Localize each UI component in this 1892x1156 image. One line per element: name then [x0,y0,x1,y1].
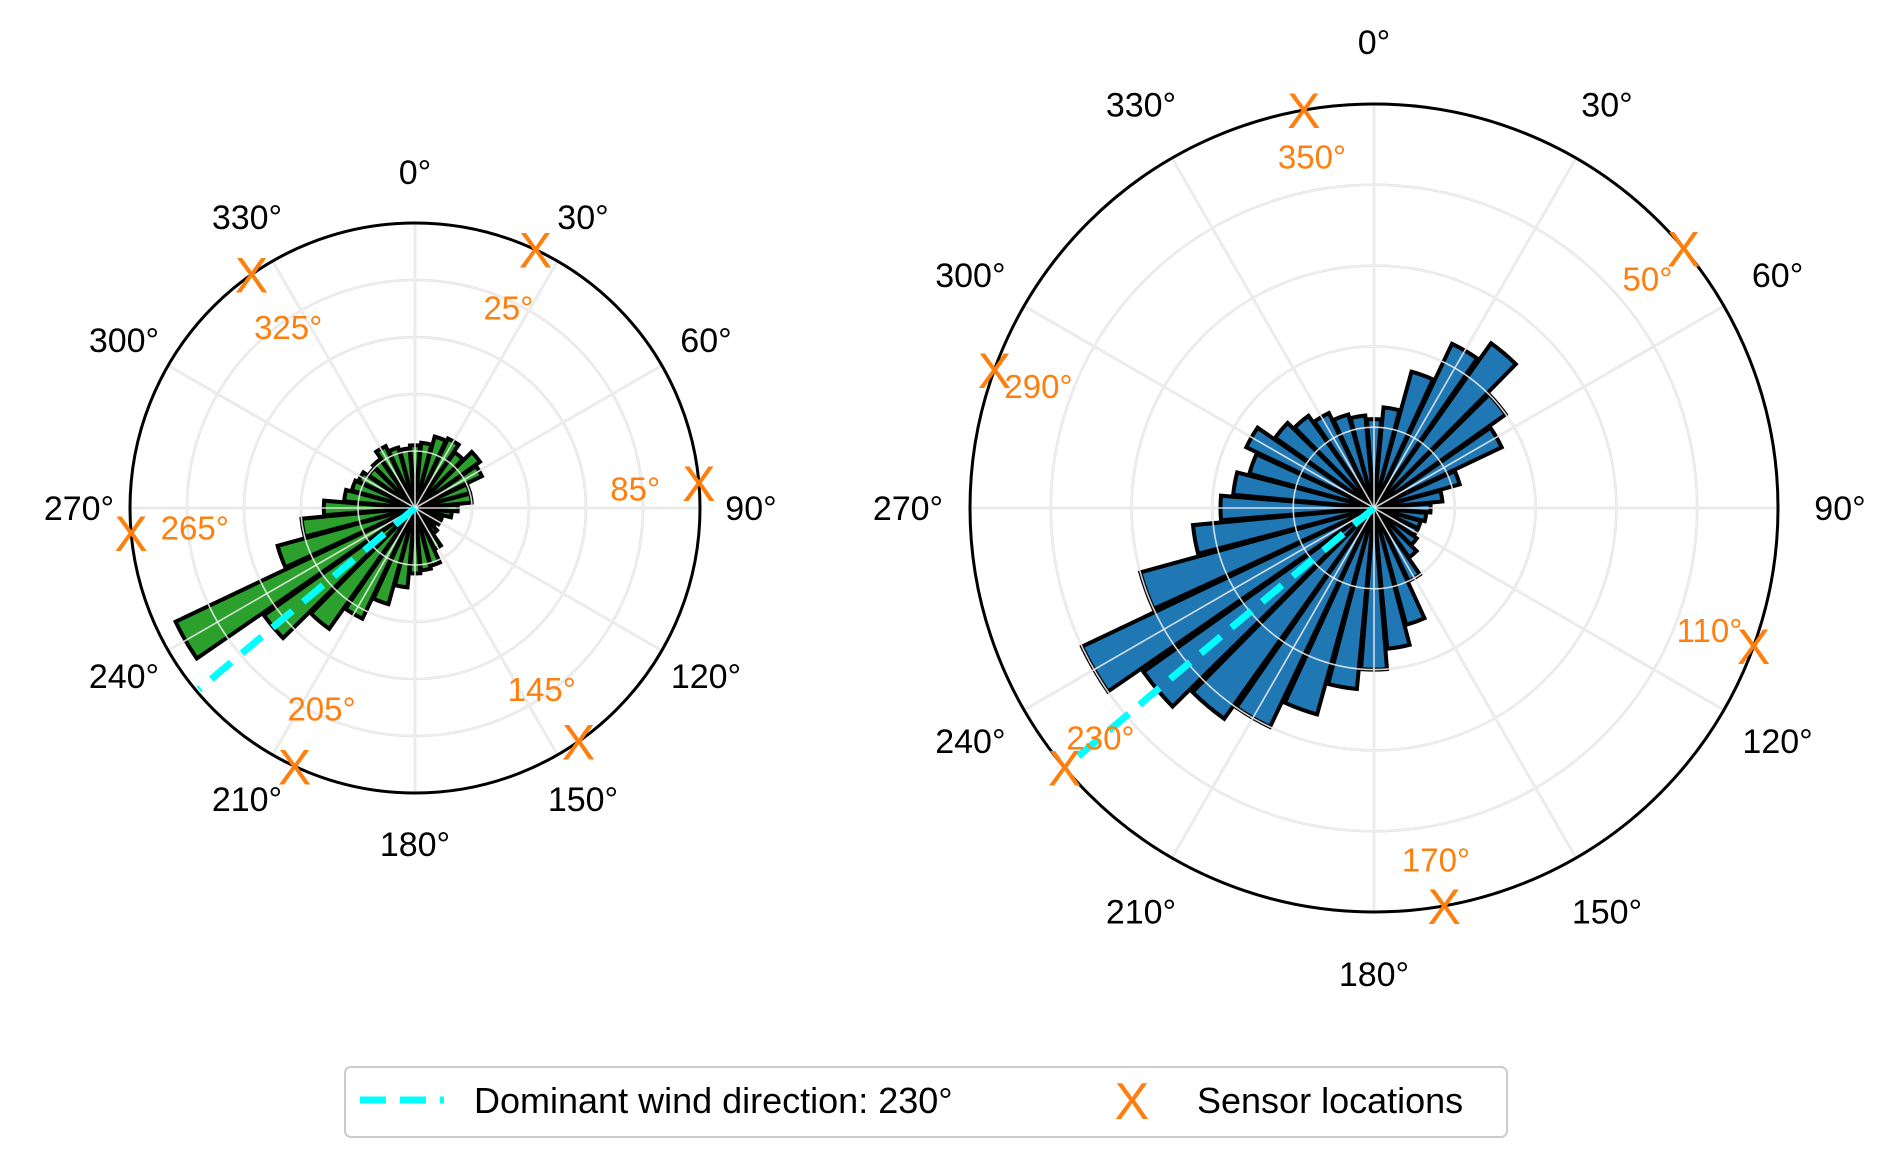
angular-gridline-overlay [414,260,559,509]
angular-gridline-overlay [1171,507,1375,859]
angular-gridline-overlay [414,507,559,756]
sensor-angle-label: 265° [161,509,229,546]
angle-tick-label: 120° [671,658,741,696]
wind-bar [397,446,417,509]
angular-gridline-overlay [1171,157,1375,509]
polar-frame [128,221,702,795]
angle-tick-label: 330° [212,199,282,237]
angular-gridline-overlay [414,507,663,652]
angle-tick-label: 270° [873,490,943,528]
angle-tick-label: 150° [1572,894,1642,932]
sensor-angle-label: 290° [1004,368,1072,405]
wind-bar [1373,468,1463,510]
wind-bar [275,506,416,570]
wind-bar [1291,413,1376,510]
legend-frame [344,1066,1508,1138]
sensor-angle-label: 25° [483,290,533,327]
sensor-angle-label: 170° [1402,842,1470,879]
wind-bar [1272,420,1376,510]
sensor-marker-icon: X [978,343,1011,399]
angular-gridline-overlay [1373,507,1577,859]
angle-tick-label: 120° [1742,723,1812,761]
sensor-angle-label: 230° [1066,720,1134,757]
wind-bar [1190,506,1375,557]
angle-tick-label: 30° [557,199,608,237]
sensor-angle-label: 325° [254,309,322,346]
sensor-marker-icon: X [1048,741,1081,797]
sensor-angle-label: 85° [610,471,660,508]
angle-tick-label: 330° [1106,86,1176,124]
angular-gridline-overlay [1023,507,1375,711]
angle-tick-label: 0° [1358,24,1391,62]
wind-bar [1330,412,1376,509]
legend: Dominant wind direction: 230° X Sensor l… [344,1066,1508,1138]
sensor-angle-label: 350° [1278,138,1346,175]
angle-tick-label: 300° [935,257,1005,295]
sensor-marker-icon: X [278,739,311,795]
sensor-marker-icon: X [519,223,552,279]
angle-tick-label: 240° [89,658,159,696]
angular-gridline-overlay [1373,507,1725,711]
wind-bar [1373,488,1445,510]
angle-tick-label: 90° [1814,490,1865,528]
angular-gridline-overlay [414,364,663,509]
polar-frame [968,102,1780,914]
legend-sensor-marker-icon: X [1115,1073,1150,1131]
angle-tick-label: 300° [89,322,159,360]
angle-tick-label: 0° [399,154,432,192]
angular-gridline-overlay [167,364,416,509]
sensor-angle-label: 110° [1677,612,1743,649]
wind-bar [386,445,417,509]
angle-tick-label: 30° [1581,86,1632,124]
angle-tick-label: 180° [1339,956,1409,994]
angle-tick-label: 210° [212,781,282,819]
wind-bar [413,449,483,510]
legend-sensor-label: Sensor locations [1197,1080,1463,1121]
sensor-marker-icon: X [1428,879,1461,935]
polar-plot-right: 0° 30° 60° 90° 120° 150° 180° 210° 240° 270° 300° 3… [873,24,1866,994]
sensor-angle-label: 145° [508,671,576,708]
angular-gridline-overlay [1373,305,1725,509]
wind-bar [1282,507,1376,717]
angle-tick-label: 240° [935,723,1005,761]
sensor-marker-icon: X [1737,619,1770,675]
sensor-marker-icon: X [682,456,715,512]
angle-tick-label: 150° [548,781,618,819]
sensor-angle-label: 50° [1623,261,1673,298]
angular-gridline-overlay [1023,305,1375,509]
sensor-angle-label: 205° [287,690,355,727]
angle-tick-label: 90° [725,490,776,528]
angle-tick-label: 60° [680,322,731,360]
sensor-marker-icon: X [1667,221,1700,277]
angular-gridline-overlay [271,260,416,509]
angle-tick-label: 270° [44,490,114,528]
wind-bar [1372,340,1519,510]
wind-bar [1189,506,1376,722]
angular-gridline-overlay [1373,157,1577,509]
sensor-marker-icon: X [1287,83,1320,139]
wind-bar [308,506,417,632]
dominant-wind-line [196,505,418,693]
angular-gridline-overlay [167,507,416,652]
angle-tick-label: 180° [380,826,450,864]
polar-plot-left: 0° 30° 60° 90° 120° 150° 180° 210° 240° 270° 300° 3… [44,154,777,864]
angle-tick-label: 60° [1752,257,1803,295]
sensor-marker-icon: X [235,248,268,304]
dominant-wind-line [1065,505,1377,768]
wind-bar [1348,413,1376,509]
angular-gridline-overlay [271,507,416,756]
legend-dominant-label: Dominant wind direction: 230° [474,1080,953,1121]
angle-tick-label: 210° [1106,894,1176,932]
sensor-marker-icon: X [562,715,595,771]
sensor-marker-icon: X [114,506,147,562]
